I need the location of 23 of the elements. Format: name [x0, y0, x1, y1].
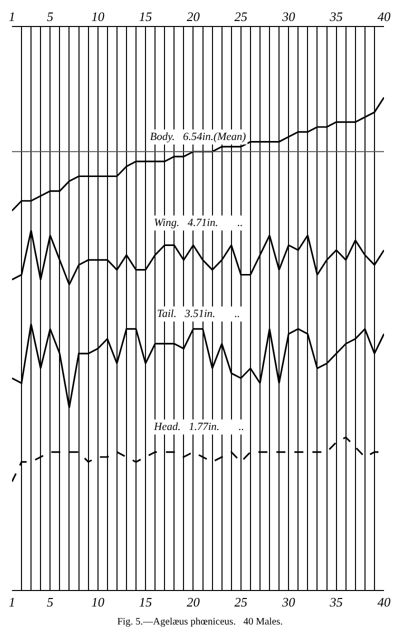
x-tick-label: 10 [91, 594, 105, 610]
x2-tick-label: 20 [186, 8, 200, 24]
x-tick-label: 20 [186, 594, 200, 610]
annotation: Wing. 4.71in. .. [154, 217, 243, 229]
annotation: Head. 1.77in. .. [153, 421, 244, 433]
x-tick-label: 5 [46, 594, 54, 610]
x2-tick-label: 10 [91, 8, 105, 24]
x-tick-label: 40 [378, 594, 391, 610]
x2-tick-label: 35 [328, 8, 344, 24]
annotation: Body. 6.54in.(Mean) [150, 131, 246, 143]
x2-tick-label: 25 [234, 8, 248, 24]
x-tick-label: 15 [139, 594, 153, 610]
x2-tick-label: 5 [46, 8, 54, 24]
x-tick-label: 1 [8, 594, 16, 610]
x-tick-label: 35 [328, 594, 344, 610]
annotation: Tail. 3.51in. .. [157, 308, 240, 320]
x2-tick-label: 30 [281, 8, 296, 24]
x-tick-label: 25 [234, 594, 248, 610]
x2-tick-label: 1 [8, 8, 16, 24]
x-tick-label: 30 [281, 594, 296, 610]
text: Fig. 5.—Agelæus phœniceus. 40 Males. [117, 616, 283, 628]
x2-tick-label: 40 [378, 8, 391, 24]
x2-tick-label: 15 [139, 8, 153, 24]
